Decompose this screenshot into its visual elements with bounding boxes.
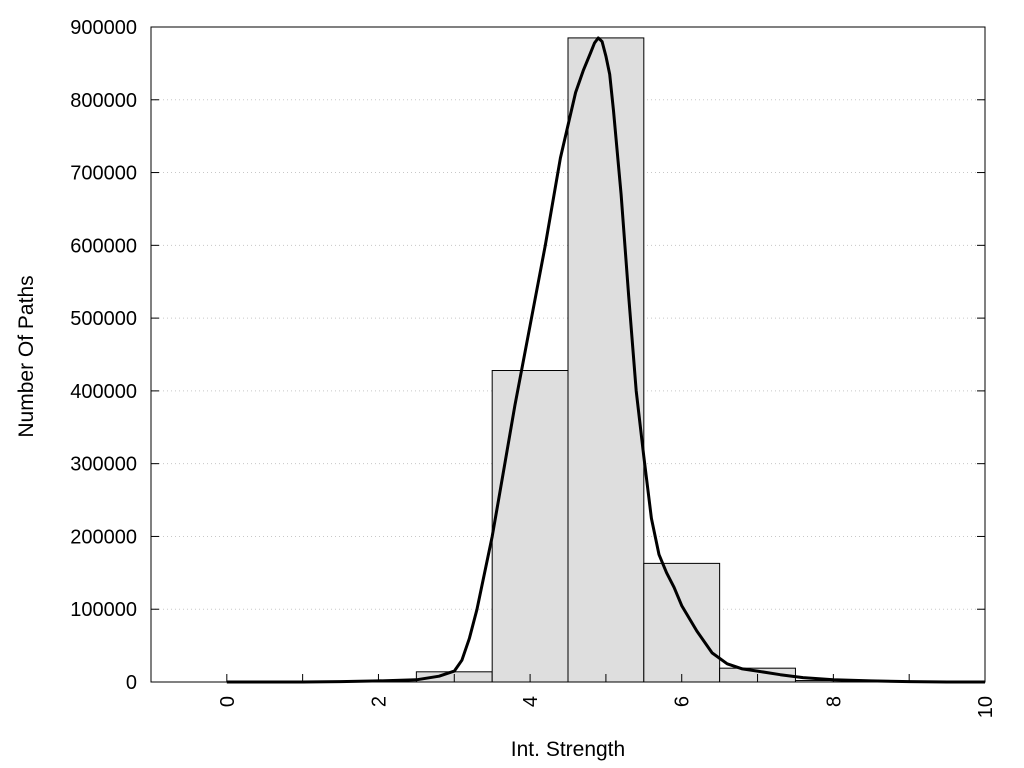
plot-frame <box>150 26 986 683</box>
x-tick-label: 4 <box>520 696 542 707</box>
histogram-bar <box>643 562 721 683</box>
fit-curve <box>226 36 985 684</box>
histogram-bar <box>567 37 645 683</box>
y-tick-label: 200000 <box>70 526 137 548</box>
y-tick-label: 100000 <box>70 599 137 621</box>
y-tick-label: 400000 <box>70 381 137 403</box>
x-axis-title: Int. Strength <box>511 738 625 761</box>
x-tick-label: 0 <box>217 696 239 707</box>
y-axis-title: Number Of Paths <box>15 275 38 437</box>
y-tick-label: 800000 <box>70 90 137 112</box>
x-tick-label: 8 <box>823 696 845 707</box>
x-tick-label: 2 <box>368 696 390 707</box>
x-tick-label: 6 <box>672 696 694 707</box>
y-tick-label: 900000 <box>70 17 137 39</box>
axis-ticks: 0 100000 200000 300000 400000 500000 600000 700… <box>70 17 997 718</box>
fit-curve-layer <box>226 36 985 684</box>
bars <box>415 37 872 683</box>
x-tick-label: 10 <box>975 696 997 718</box>
y-tick-label: 300000 <box>70 454 137 476</box>
y-tick-label: 500000 <box>70 308 137 330</box>
histogram-bar <box>491 370 569 683</box>
y-tick-label: 700000 <box>70 163 137 185</box>
y-tick-label: 0 <box>126 672 137 694</box>
y-tick-label: 600000 <box>70 235 137 257</box>
